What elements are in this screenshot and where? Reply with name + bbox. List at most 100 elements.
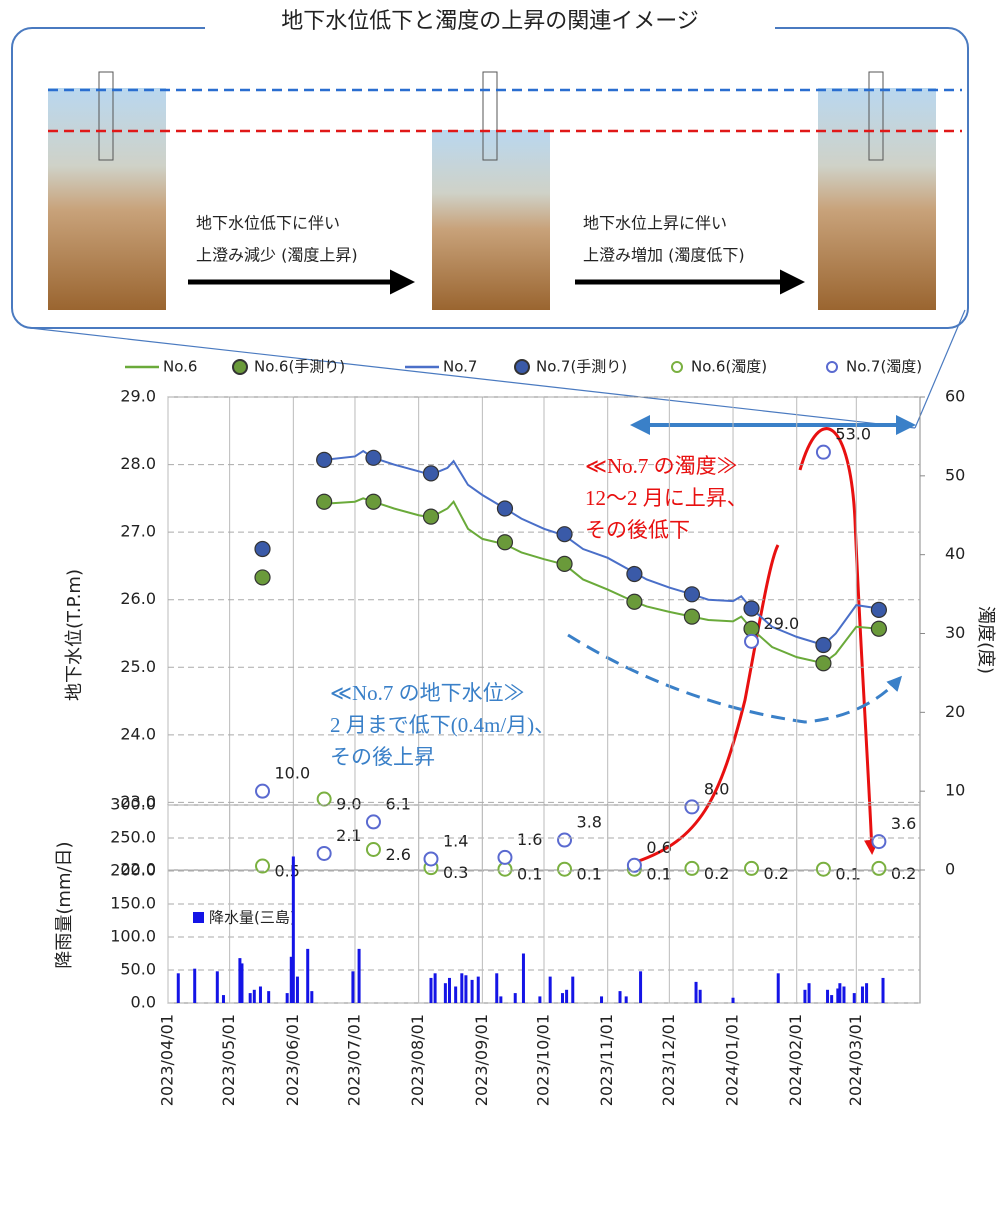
y-tick-label: 29.0 [120, 387, 156, 406]
marker [422, 465, 440, 482]
value-label: 3.8 [577, 813, 602, 832]
bar [470, 979, 474, 1003]
y-tick-label: 100.0 [110, 927, 156, 946]
well [98, 71, 114, 161]
bar [252, 989, 256, 1003]
bar [860, 986, 864, 1003]
y-tick-label: 24.0 [120, 724, 156, 743]
legend-label: No.7 [443, 358, 477, 376]
marker [815, 861, 831, 877]
marker [316, 451, 333, 468]
y-axis-label: 地下水位(T.P.m) [64, 569, 85, 701]
value-label: 8.0 [704, 779, 729, 798]
bar [443, 983, 447, 1003]
y2-tick-label: 60 [945, 387, 965, 406]
x-tick-label: 2024/02/01 [786, 1014, 805, 1106]
value-label: 0.1 [646, 865, 671, 884]
y-tick-label: 22.0 [120, 860, 156, 879]
marker [255, 783, 271, 799]
bar [267, 991, 271, 1003]
legend-label: No.7(濁度) [846, 358, 922, 376]
marker [744, 860, 760, 876]
marker [365, 493, 382, 510]
y-tick-label: 26.0 [120, 589, 156, 608]
bar [521, 953, 525, 1003]
bar [852, 993, 856, 1003]
x-tick-label: 2023/11/01 [597, 1014, 616, 1106]
bar [538, 996, 542, 1003]
tank [432, 130, 550, 310]
bar [826, 989, 830, 1003]
value-label: 0.1 [577, 865, 602, 884]
connector [914, 309, 966, 429]
annotation: 12～2 月に上昇、 [585, 486, 748, 510]
value-label: 9.0 [336, 795, 361, 814]
bar [240, 963, 244, 1003]
well [482, 71, 498, 161]
bar [476, 976, 480, 1003]
bar [513, 993, 517, 1003]
value-label: 2.1 [336, 826, 361, 845]
marker [815, 655, 832, 672]
bar [807, 983, 811, 1003]
bar [289, 956, 293, 1003]
title-backing [205, 14, 775, 42]
marker [683, 608, 701, 625]
marker [422, 508, 440, 525]
legend-swatch [232, 359, 248, 375]
x-tick-label: 2023/07/01 [344, 1014, 363, 1106]
marker [626, 593, 643, 610]
marker [423, 851, 439, 867]
marker [815, 444, 831, 460]
value-label: 0.2 [764, 864, 789, 883]
bar [881, 977, 885, 1003]
bar [351, 971, 355, 1003]
y2-tick-label: 30 [945, 623, 965, 642]
x-tick-label: 2024/01/01 [723, 1014, 742, 1106]
bar [460, 973, 464, 1003]
bar [429, 977, 433, 1003]
marker [556, 526, 573, 543]
legend-label: No.6(濁度) [691, 358, 767, 376]
value-label: 1.6 [517, 830, 542, 849]
bar [295, 976, 299, 1003]
bar [215, 971, 219, 1003]
bar [291, 856, 295, 1003]
value-label: 1.4 [443, 831, 468, 850]
y-tick-label: 27.0 [120, 522, 156, 541]
x-tick-label: 2023/09/01 [472, 1014, 491, 1106]
arrow-text: 地下水位上昇に伴い [583, 214, 727, 233]
arrow-text: 地下水位低下に伴い [196, 214, 340, 233]
legend-label: No.6 [163, 358, 197, 376]
marker [365, 814, 381, 830]
legend-label: 降水量(三島) [209, 909, 296, 927]
connector [29, 327, 916, 429]
bar [176, 973, 180, 1003]
series-line [324, 449, 880, 647]
tank [48, 88, 166, 310]
bar [221, 995, 225, 1003]
marker [255, 858, 271, 874]
y-tick-label: 50.0 [120, 960, 156, 979]
marker [557, 861, 573, 877]
marker [626, 565, 643, 583]
bar [248, 993, 252, 1003]
bar [258, 986, 262, 1003]
marker [496, 534, 514, 551]
y2-axis-label: 濁度(度) [975, 606, 996, 674]
marker [683, 586, 701, 603]
arrow-text: 上澄み増加 (濁度低下) [583, 246, 745, 265]
legend-swatch [826, 361, 838, 373]
bar [830, 995, 834, 1003]
x-tick-label: 2023/10/01 [534, 1014, 553, 1106]
legend-swatch [671, 361, 683, 373]
x-tick-label: 2024/03/01 [846, 1014, 865, 1106]
bar [698, 989, 702, 1003]
annotation: 2 月まで低下(0.4m/月)、 [330, 713, 555, 737]
marker [254, 569, 271, 586]
y-tick-label: 200.0 [110, 861, 156, 880]
bar [694, 981, 698, 1003]
marker [684, 860, 700, 876]
series-line [324, 497, 879, 665]
